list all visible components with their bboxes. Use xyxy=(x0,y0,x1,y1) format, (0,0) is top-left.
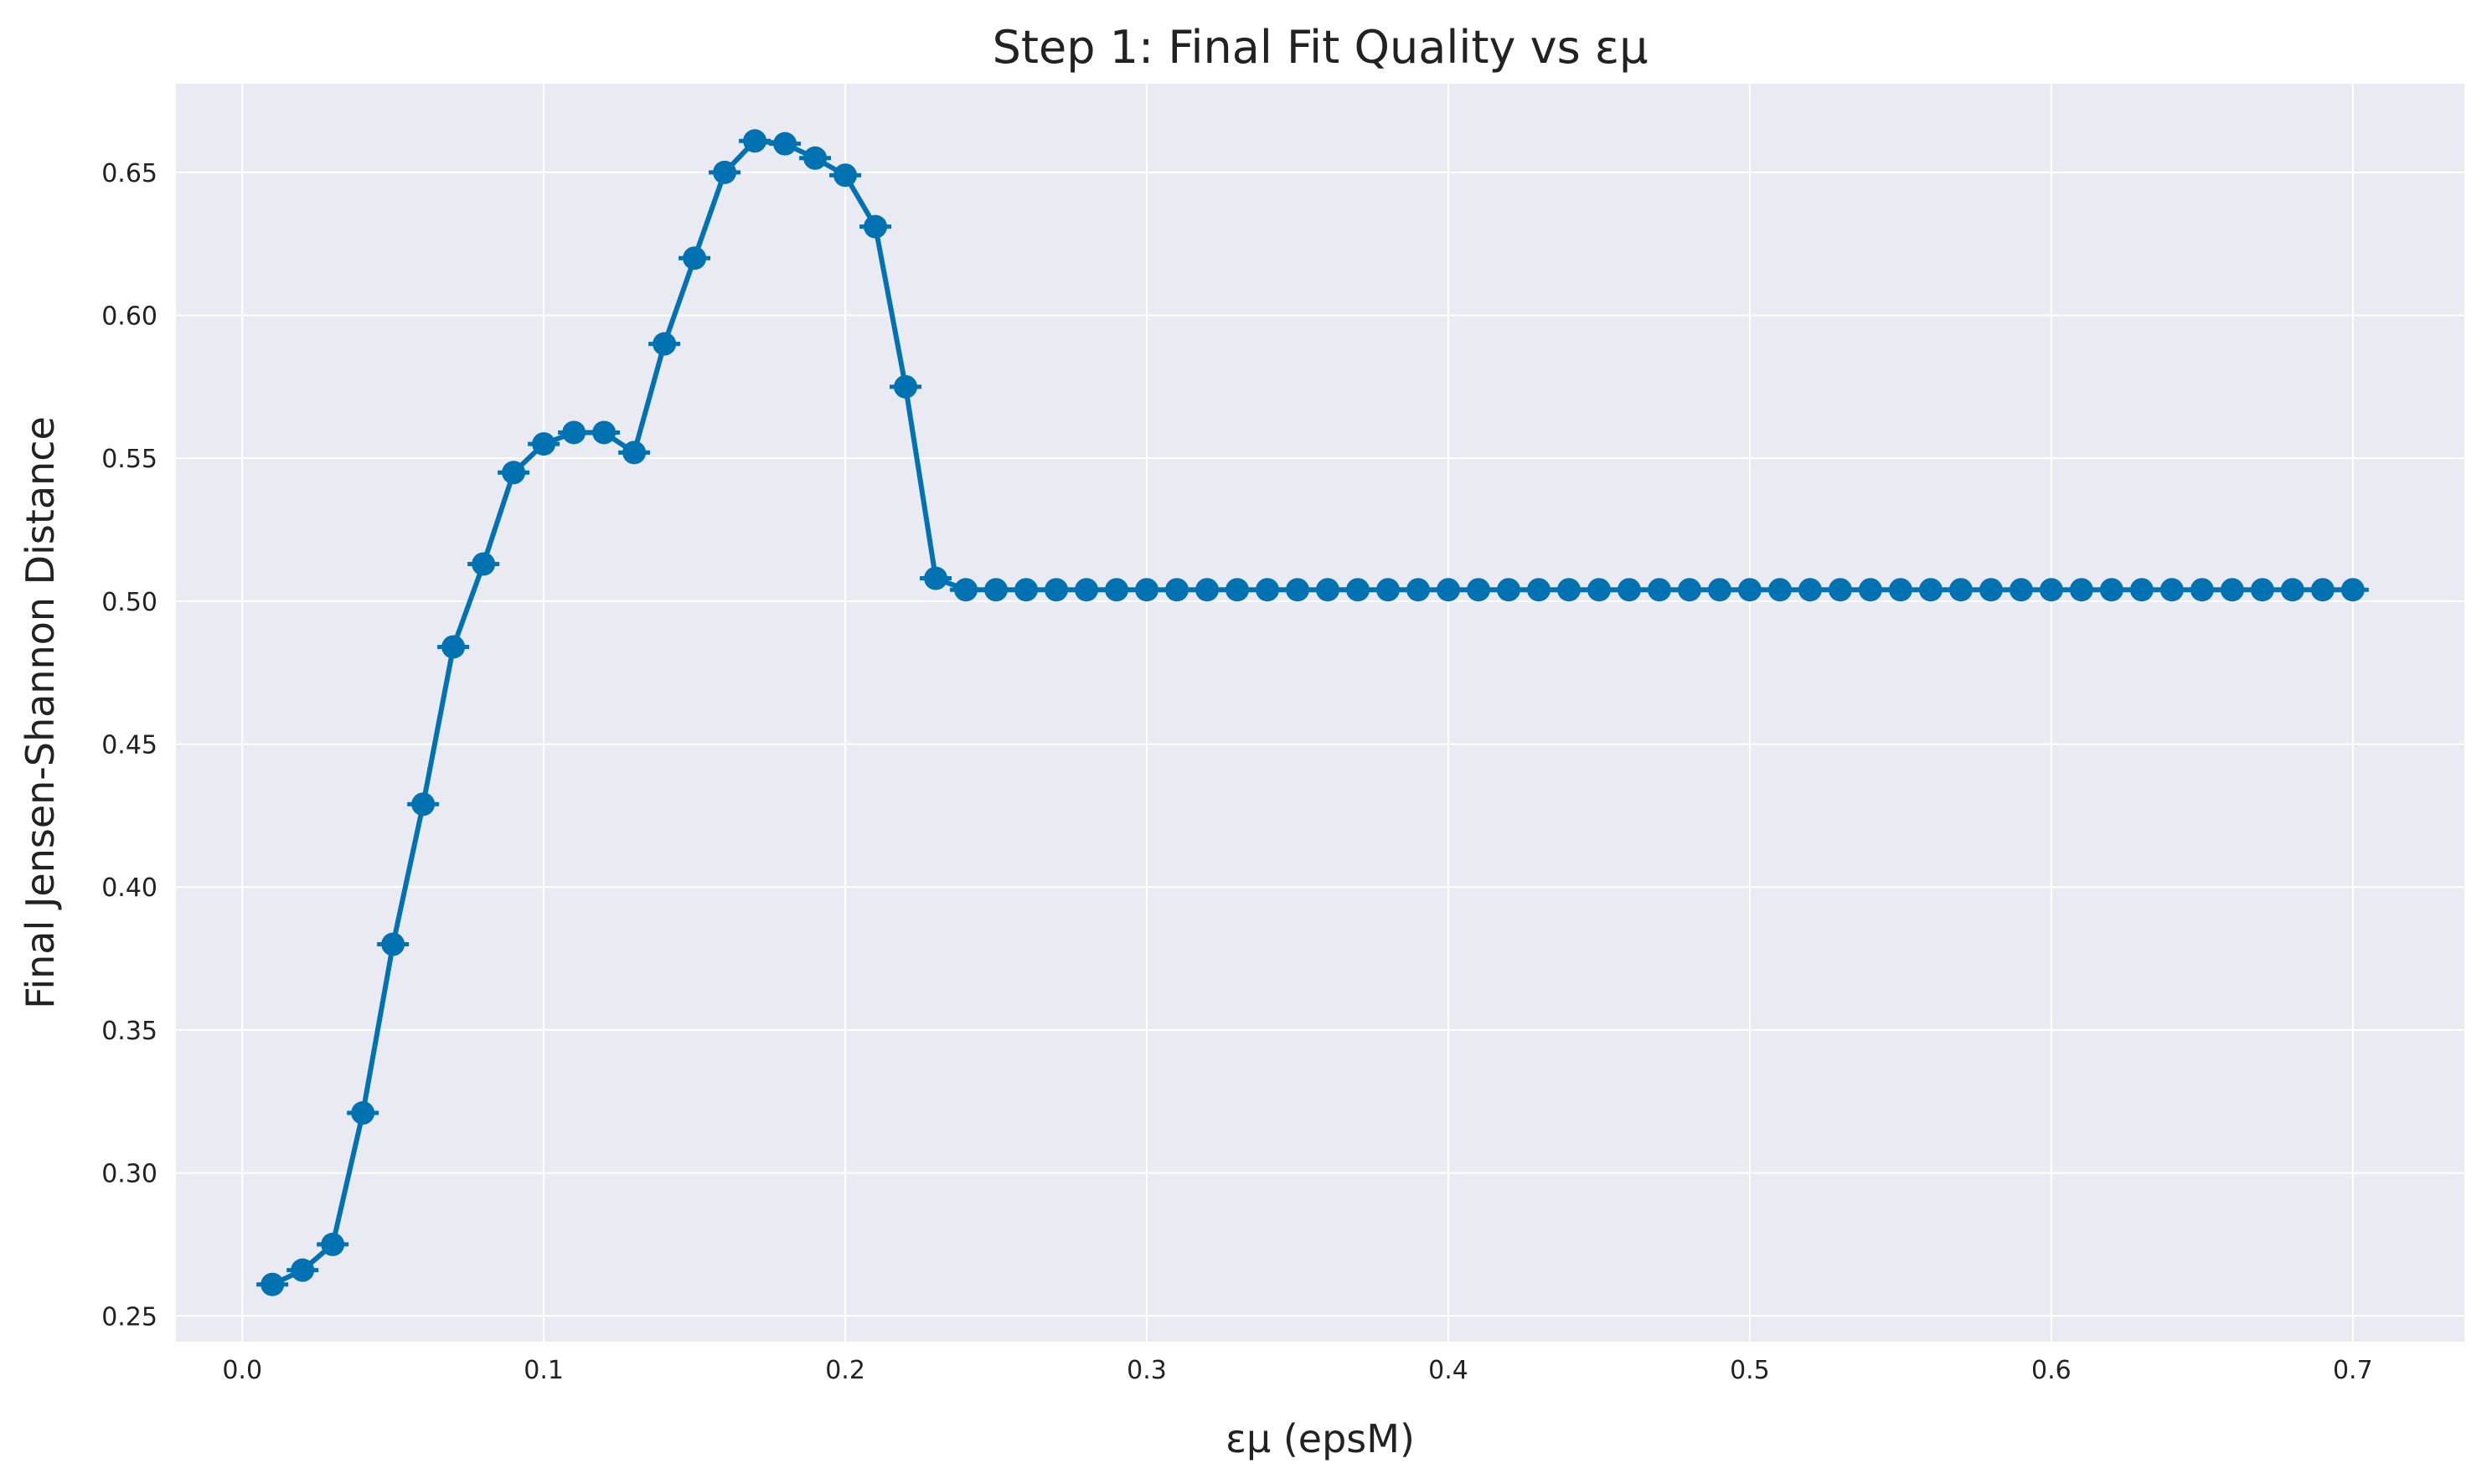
y-axis-ticks: 0.25 0.30 0.35 0.40 0.45 0.50 0.55 0.60 0.65 xyxy=(101,159,157,1332)
x-tick-label: 0.2 xyxy=(825,1356,865,1385)
data-point xyxy=(291,1258,315,1282)
data-point xyxy=(1767,578,1792,602)
data-point xyxy=(1798,578,1822,602)
data-point xyxy=(1948,578,1973,602)
data-point xyxy=(653,332,677,356)
data-point xyxy=(1888,578,1912,602)
data-point xyxy=(472,552,496,576)
y-tick-label: 0.65 xyxy=(101,159,157,188)
data-point xyxy=(1466,578,1490,602)
data-point xyxy=(381,932,405,956)
data-point xyxy=(351,1100,375,1125)
y-tick-label: 0.55 xyxy=(101,445,157,474)
data-point xyxy=(1436,578,1460,602)
data-point xyxy=(2310,578,2335,602)
x-tick-label: 0.7 xyxy=(2333,1356,2373,1385)
data-point xyxy=(1375,578,1400,602)
data-point xyxy=(2099,578,2123,602)
data-point xyxy=(1075,578,1099,602)
data-point xyxy=(713,160,737,184)
data-point xyxy=(321,1232,345,1256)
data-point xyxy=(1225,578,1250,602)
data-point xyxy=(1587,578,1611,602)
data-point xyxy=(1617,578,1641,602)
data-point xyxy=(954,578,978,602)
data-point xyxy=(2039,578,2063,602)
data-point xyxy=(1979,578,2003,602)
y-tick-label: 0.30 xyxy=(101,1160,157,1189)
data-point xyxy=(592,420,617,445)
data-point xyxy=(441,635,466,659)
data-point xyxy=(2159,578,2184,602)
data-point xyxy=(803,146,828,170)
x-axis-label: εμ (epsM) xyxy=(1225,1416,1415,1461)
data-point xyxy=(1918,578,1943,602)
data-point xyxy=(1135,578,1159,602)
data-point xyxy=(622,441,647,465)
data-point xyxy=(2340,578,2365,602)
data-point xyxy=(743,129,767,153)
data-point xyxy=(1677,578,1701,602)
data-point xyxy=(2220,578,2244,602)
data-point xyxy=(562,420,586,445)
data-point xyxy=(1256,578,1280,602)
data-point xyxy=(2190,578,2214,602)
y-tick-label: 0.60 xyxy=(101,302,157,332)
data-point xyxy=(1707,578,1731,602)
x-tick-label: 0.6 xyxy=(2031,1356,2072,1385)
data-point xyxy=(1286,578,1310,602)
data-point xyxy=(924,566,948,590)
x-tick-label: 0.5 xyxy=(1730,1356,1770,1385)
data-point xyxy=(894,374,918,399)
data-point xyxy=(2129,578,2154,602)
data-point xyxy=(833,163,858,188)
data-point xyxy=(532,432,556,456)
data-point xyxy=(1045,578,1069,602)
data-point xyxy=(864,214,888,239)
y-tick-label: 0.45 xyxy=(101,731,157,760)
data-point xyxy=(1496,578,1520,602)
data-point xyxy=(261,1272,285,1296)
data-point xyxy=(1105,578,1129,602)
data-point xyxy=(1737,578,1762,602)
data-point xyxy=(1556,578,1581,602)
data-point xyxy=(1858,578,1882,602)
x-tick-label: 0.4 xyxy=(1428,1356,1468,1385)
x-axis-ticks: 0.0 0.1 0.2 0.3 0.4 0.5 0.6 0.7 xyxy=(222,1356,2372,1385)
data-point xyxy=(1165,578,1189,602)
y-tick-label: 0.25 xyxy=(101,1302,157,1332)
chart-title: Step 1: Final Fit Quality vs εμ xyxy=(993,21,1649,74)
data-point xyxy=(773,131,797,156)
data-point xyxy=(2280,578,2304,602)
data-point xyxy=(502,461,526,485)
y-tick-label: 0.40 xyxy=(101,873,157,903)
data-point xyxy=(411,792,436,817)
series xyxy=(256,129,2369,1296)
data-point xyxy=(1647,578,1671,602)
x-tick-label: 0.1 xyxy=(524,1356,564,1385)
x-tick-label: 0.3 xyxy=(1127,1356,1167,1385)
y-tick-label: 0.50 xyxy=(101,588,157,617)
data-point xyxy=(1345,578,1370,602)
data-point xyxy=(2069,578,2093,602)
x-tick-label: 0.0 xyxy=(222,1356,262,1385)
data-point xyxy=(1014,578,1039,602)
y-axis-label: Final Jensen-Shannon Distance xyxy=(18,416,63,1009)
data-point xyxy=(1526,578,1551,602)
data-point xyxy=(1195,578,1220,602)
data-point xyxy=(683,246,707,271)
data-point xyxy=(1315,578,1339,602)
data-point xyxy=(2250,578,2274,602)
data-point xyxy=(984,578,1009,602)
data-point xyxy=(1828,578,1852,602)
y-tick-label: 0.35 xyxy=(101,1017,157,1046)
data-point xyxy=(1406,578,1430,602)
data-point xyxy=(2009,578,2033,602)
plot-area xyxy=(176,84,2464,1342)
